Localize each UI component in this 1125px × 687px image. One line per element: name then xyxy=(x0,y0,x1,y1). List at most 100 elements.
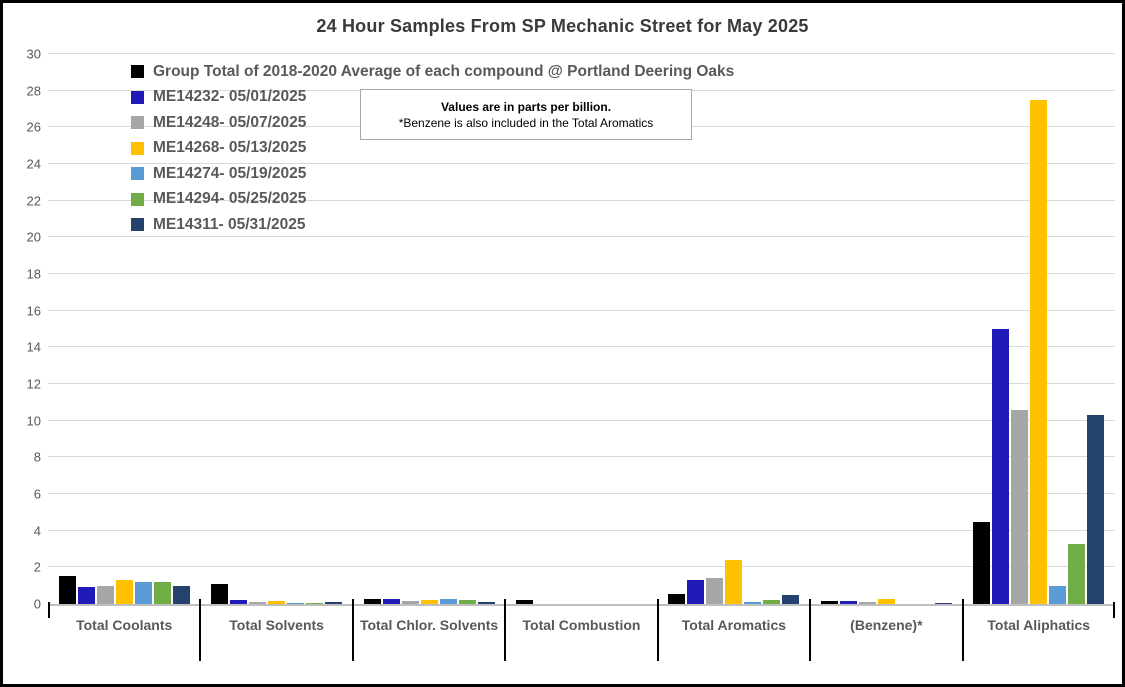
bar xyxy=(973,521,991,604)
bar xyxy=(820,601,838,604)
bar xyxy=(306,602,324,604)
gridline-12 xyxy=(48,383,1115,384)
gridline-6 xyxy=(48,493,1115,494)
legend-item-1: ME14232- 05/01/2025 xyxy=(131,85,734,111)
bar xyxy=(382,599,400,604)
bar xyxy=(877,598,895,604)
bar xyxy=(401,601,419,604)
category-label: (Benzene)* xyxy=(850,617,923,633)
legend-item-6: ME14311- 05/31/2025 xyxy=(131,212,734,238)
bar-group-benzene xyxy=(810,54,962,604)
y-tick-label-6: 6 xyxy=(33,486,41,502)
y-tick-label-30: 30 xyxy=(26,46,41,62)
legend-item-5: ME14294- 05/25/2025 xyxy=(131,187,734,213)
bar xyxy=(172,585,190,604)
bar xyxy=(477,602,495,604)
bar xyxy=(363,598,381,604)
legend-swatch-icon xyxy=(131,167,144,181)
legend-swatch-icon xyxy=(131,65,144,79)
legend-label: ME14268- 05/13/2025 xyxy=(153,139,307,157)
legend-item-2: ME14248- 05/07/2025 xyxy=(131,110,734,136)
y-tick-label-2: 2 xyxy=(33,559,41,575)
legend-swatch-icon xyxy=(131,141,144,155)
bar xyxy=(858,601,876,604)
bar xyxy=(1087,415,1105,604)
category-label: Total Chlor. Solvents xyxy=(359,617,499,633)
axis-end-tick xyxy=(1113,602,1115,618)
bar xyxy=(58,575,76,604)
legend-item-4: ME14274- 05/19/2025 xyxy=(131,161,734,187)
bar xyxy=(744,602,762,604)
y-tick-label-0: 0 xyxy=(33,596,41,612)
legend-label: ME14274- 05/19/2025 xyxy=(153,164,307,182)
legend-swatch-icon xyxy=(131,218,144,232)
y-tick-label-12: 12 xyxy=(26,376,41,392)
legend-label: ME14294- 05/25/2025 xyxy=(153,190,307,208)
bar xyxy=(515,600,533,604)
annotation-box: Values are in parts per billion. *Benzen… xyxy=(360,89,692,140)
category-label: Total Solvents xyxy=(229,617,324,633)
gridline-24 xyxy=(48,163,1115,164)
bar xyxy=(153,582,171,604)
bar xyxy=(839,601,857,604)
bar xyxy=(77,586,95,604)
bar-group-total-combustion xyxy=(505,54,657,604)
bar xyxy=(211,583,229,604)
bar xyxy=(115,580,133,604)
bar xyxy=(96,585,114,604)
y-tick-label-10: 10 xyxy=(26,413,41,429)
gridline-2 xyxy=(48,566,1115,568)
y-tick-label-26: 26 xyxy=(26,119,41,135)
legend: Group Total of 2018-2020 Average of each… xyxy=(131,59,734,238)
legend-swatch-icon xyxy=(131,116,144,130)
bar-group-total-aliphatics xyxy=(963,54,1115,604)
gridline-14 xyxy=(48,346,1115,348)
bar xyxy=(687,580,705,604)
y-tick-label-24: 24 xyxy=(26,156,41,172)
y-tick-label-20: 20 xyxy=(26,229,41,245)
gridline-22 xyxy=(48,199,1115,201)
legend-item-0: Group Total of 2018-2020 Average of each… xyxy=(131,59,734,85)
y-tick-label-28: 28 xyxy=(26,83,41,99)
bar xyxy=(287,602,305,604)
y-tick-label-16: 16 xyxy=(26,303,41,319)
gridline-10 xyxy=(48,419,1115,421)
bar xyxy=(458,600,476,604)
bar xyxy=(439,599,457,604)
bar-group-total-solvents xyxy=(200,54,352,604)
bar xyxy=(1030,99,1048,604)
annotation-line-1: Values are in parts per billion. xyxy=(440,99,612,114)
legend-item-3: ME14268- 05/13/2025 xyxy=(131,136,734,162)
bar-group-total-chlor-solvents xyxy=(353,54,505,604)
bar xyxy=(782,594,800,604)
category-label: Total Aliphatics xyxy=(987,617,1091,633)
legend-swatch-icon xyxy=(131,90,144,104)
y-tick-label-22: 22 xyxy=(26,193,41,209)
bar xyxy=(668,593,686,604)
bar xyxy=(249,601,267,604)
bar xyxy=(706,578,724,604)
gridline-20 xyxy=(48,236,1115,238)
bar xyxy=(934,603,952,604)
category-label: Total Combustion xyxy=(522,617,641,633)
category-divider xyxy=(199,599,202,661)
y-tick-label-8: 8 xyxy=(33,449,41,465)
bar xyxy=(230,600,248,604)
axis-end-tick xyxy=(48,602,50,618)
category-label: Total Aromatics xyxy=(681,617,787,633)
legend-swatch-icon xyxy=(131,192,144,206)
category-divider xyxy=(809,599,812,661)
y-tick-label-14: 14 xyxy=(26,339,41,355)
bar xyxy=(420,600,438,604)
legend-label: Group Total of 2018-2020 Average of each… xyxy=(153,62,735,80)
gridline-16 xyxy=(48,309,1115,311)
chart-title: 24 Hour Samples From SP Mechanic Street … xyxy=(316,16,809,36)
category-divider xyxy=(656,599,659,661)
x-axis: Total Coolants Total Solvents Total Chlor.… xyxy=(48,599,1115,674)
gridline-8 xyxy=(48,456,1115,458)
bar-group-total-coolants xyxy=(48,54,200,604)
bar xyxy=(1068,543,1086,604)
category-divider xyxy=(351,599,354,661)
bar xyxy=(325,601,343,604)
